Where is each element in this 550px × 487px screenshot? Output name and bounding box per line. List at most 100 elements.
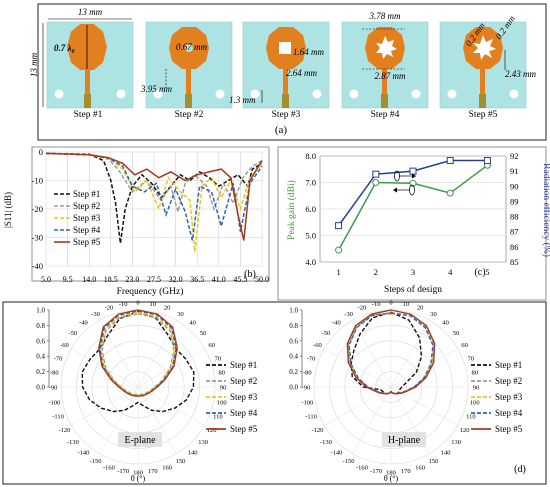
e-plane-badge-label: E-plane bbox=[124, 435, 156, 446]
h-legend-label-5: Step #5 bbox=[495, 424, 523, 434]
h-plane-theta-r-0: 0 bbox=[389, 300, 392, 307]
gain-x-tick-3: 4 bbox=[448, 267, 453, 277]
e-plane-theta-r-4: 40 bbox=[189, 319, 196, 326]
h-plane-r-tick-2: 0.4 bbox=[289, 353, 298, 361]
h-plane-theta-r-17: 170 bbox=[401, 468, 411, 475]
e-plane-theta-r-15: 150 bbox=[176, 458, 186, 465]
step1-hole-left bbox=[54, 89, 64, 99]
h-plane-r-tick-3: 0.6 bbox=[289, 337, 298, 345]
h-plane-legend: Step #1 Step #2 Step #3 Step #4 Step #5 bbox=[471, 360, 523, 434]
e-plane-theta-r-10: 100 bbox=[217, 399, 227, 406]
h-theta-label: θ (°) bbox=[384, 474, 399, 483]
step3-dim-c: 1.3 mm bbox=[229, 95, 256, 105]
e-plane-theta-l-13: -140 bbox=[77, 450, 89, 457]
step2-dim-a: 0.67 mm bbox=[176, 42, 207, 52]
gain-x-tick-2: 3 bbox=[411, 267, 415, 277]
h-legend-label-3: Step #3 bbox=[495, 392, 523, 402]
h-plane-theta-r-6: 60 bbox=[461, 342, 468, 349]
gain-x-tick-1: 2 bbox=[374, 267, 378, 277]
peak-gain-marker-1 bbox=[335, 246, 343, 254]
step3-name: Step #3 bbox=[272, 110, 301, 120]
step1-antenna: 13 mm 13 mm 0.7 λ₀ Step #1 bbox=[29, 7, 134, 120]
step2-feed bbox=[186, 69, 191, 108]
s11-line-step-4 bbox=[45, 152, 263, 241]
h-plane-theta-l-11: -120 bbox=[311, 427, 323, 434]
panel-b-frame bbox=[31, 146, 270, 282]
step4-hole-left bbox=[349, 89, 359, 99]
e-plane-legend: Step #1 Step #2 Step #3 Step #4 Step #5 bbox=[206, 360, 258, 434]
s11-y-tick-3: -30 bbox=[32, 233, 43, 243]
step5-feed bbox=[480, 69, 485, 108]
e-plane-theta-r-17: 170 bbox=[148, 468, 158, 475]
e-legend-label-4: Step #4 bbox=[230, 408, 258, 418]
step4-star-slot bbox=[376, 36, 397, 59]
e-plane-theta-r-7: 70 bbox=[215, 355, 222, 362]
panel-d-label: (d) bbox=[514, 464, 526, 475]
h-plane-theta-r-13: 130 bbox=[451, 439, 461, 446]
e-plane-theta-r-2: 20 bbox=[164, 305, 171, 312]
e-plane-theta-l-12: -130 bbox=[67, 439, 79, 446]
step5-name: Step #5 bbox=[469, 110, 498, 120]
radiation-efficiency-marker-1 bbox=[335, 222, 343, 230]
efficiency-y-tick-0: 85 bbox=[510, 257, 519, 267]
h-plane-theta-l-8: -90 bbox=[302, 385, 311, 392]
step3-feed-base bbox=[282, 94, 289, 108]
panel-d-frame bbox=[2, 301, 547, 485]
step1-height-label: 13 mm bbox=[29, 52, 39, 77]
s11-line-step-5 bbox=[45, 152, 263, 241]
h-plane-pattern-step-4 bbox=[348, 312, 434, 395]
h-legend-label-1: Step #1 bbox=[495, 360, 522, 370]
step5-hole-right bbox=[509, 89, 519, 99]
e-plane-theta-l-5: -60 bbox=[60, 342, 69, 349]
s11-legend-label-4: Step #4 bbox=[73, 225, 101, 235]
step4-name: Step #4 bbox=[371, 110, 400, 120]
panel-b-label: (b) bbox=[244, 269, 256, 280]
s11-x-ticks: 5.0 9.5 14.0 18.5 23.0 27.5 32.0 36.5 41.0 45.5 50… bbox=[41, 275, 269, 284]
e-plane-r-tick-4: 0.8 bbox=[36, 322, 45, 330]
indicator-efficiency-head bbox=[412, 173, 416, 179]
e-theta-label: θ (°) bbox=[131, 474, 146, 483]
h-plane-theta-r-10: 100 bbox=[470, 399, 480, 406]
gain-xlabel: Steps of design bbox=[384, 284, 442, 295]
step1-feed bbox=[85, 70, 90, 108]
h-plane-theta-l-5: -60 bbox=[313, 342, 322, 349]
step4-feed-base bbox=[381, 94, 388, 108]
e-legend-label-1: Step #1 bbox=[230, 360, 257, 370]
e-plane-pattern-step-5 bbox=[98, 309, 178, 397]
h-plane-theta-r-16: 160 bbox=[415, 464, 425, 471]
e-plane-theta-r-3: 30 bbox=[177, 311, 184, 318]
h-plane-theta-r-8: 80 bbox=[471, 370, 478, 377]
efficiency-y-tick-5: 90 bbox=[510, 181, 519, 191]
step3-dim-b: 2.64 mm bbox=[286, 68, 317, 78]
radiation-efficiency-marker-5 bbox=[483, 157, 491, 165]
e-legend-label-5: Step #5 bbox=[230, 424, 258, 434]
e-plane-pattern-step-1 bbox=[81, 310, 195, 413]
h-plane-r-tick-0: 0.0 bbox=[289, 384, 298, 392]
h-plane-spoke-210 bbox=[352, 386, 392, 454]
panel-c-gain-efficiency-chart: 4.0 5.0 6.0 7.0 8.0 85 86 87 88 89 90 91 92 1 2 3 4 5 Pea… bbox=[277, 146, 550, 301]
s11-series bbox=[45, 152, 263, 252]
h-plane-theta-l-6: -70 bbox=[307, 355, 316, 362]
step5-star-slot bbox=[473, 35, 496, 60]
efficiency-y-tick-4: 89 bbox=[510, 196, 519, 206]
h-plane-theta-r-1: 10 bbox=[403, 301, 410, 308]
e-plane-pattern-step-2 bbox=[101, 313, 175, 396]
gain-series bbox=[335, 157, 491, 254]
h-plane-theta-l-1: -20 bbox=[358, 305, 367, 312]
s11-y-tick-0: 0 bbox=[39, 147, 43, 157]
s11-x-tick-10: 50.0 bbox=[255, 275, 269, 284]
e-plane-theta-l-4: -50 bbox=[69, 330, 78, 337]
step1-width-label: 13 mm bbox=[78, 7, 103, 17]
s11-legend-label-2: Step #2 bbox=[73, 201, 100, 211]
step4-feed bbox=[382, 69, 387, 108]
s11-x-tick-6: 32.0 bbox=[169, 275, 183, 284]
s11-legend-label-3: Step #3 bbox=[73, 213, 101, 223]
h-plane-badge-bg bbox=[382, 432, 426, 447]
s11-y-ticks: 0 -10 -20 -30 -40 bbox=[32, 147, 43, 271]
e-plane-theta-r-0: 0 bbox=[136, 300, 139, 307]
efficiency-ylabel: Radiation efficiency (%) bbox=[541, 163, 550, 257]
peak-gain-marker-2 bbox=[372, 179, 380, 186]
step1-diameter-label: 0.7 λ₀ bbox=[54, 43, 75, 53]
